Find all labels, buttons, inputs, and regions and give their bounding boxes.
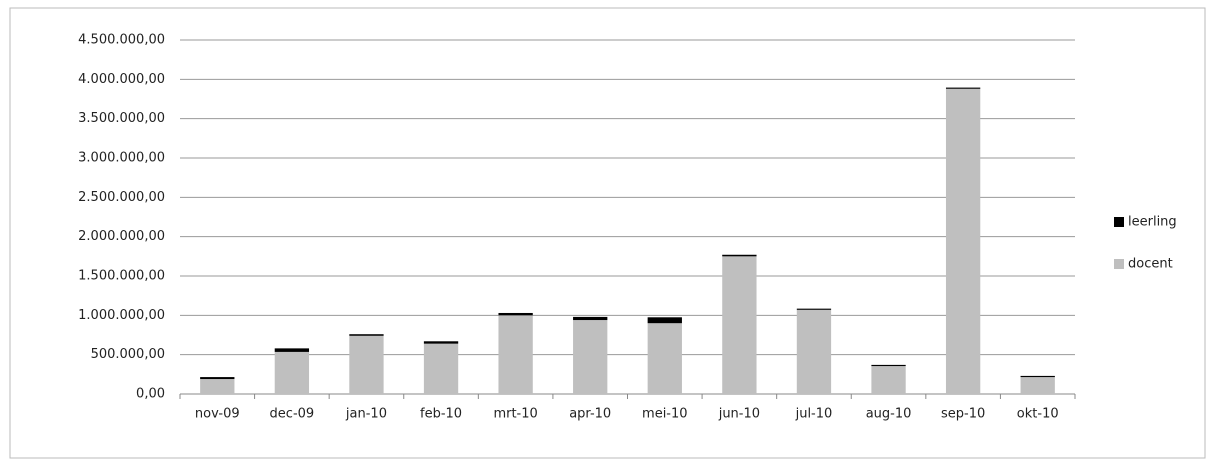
bar-segment [423,341,459,344]
x-tick-label: aug-10 [866,407,912,422]
x-tick-label: sep-10 [941,407,985,422]
x-tick-label: jun-10 [718,407,760,422]
y-tick-label: 2.500.000,00 [78,190,165,205]
y-tick-label: 1.000.000,00 [78,308,165,323]
bar-segment [274,351,310,394]
bar-segment [1020,375,1055,378]
x-tick-label: dec-09 [270,407,315,422]
y-tick-label: 3.000.000,00 [78,151,165,166]
bar-segment [647,317,682,324]
bar-segment [423,343,459,394]
x-tick-label: okt-10 [1017,407,1059,422]
bar-segment [871,366,906,394]
bar-segment [349,334,384,336]
x-tick-label: mei-10 [642,407,688,422]
bar-segment [722,254,757,257]
legend-swatch [1114,259,1124,269]
y-tick-label: 4.000.000,00 [78,72,165,87]
y-tick-label: 1.500.000,00 [78,269,165,284]
x-tick-label: mrt-10 [493,407,537,422]
bar-segment [349,335,384,394]
bar-segment [796,309,832,394]
bar-segment [1020,377,1055,394]
bar-segment [498,315,533,394]
x-tick-label: nov-09 [195,407,240,422]
y-tick-label: 4.500.000,00 [78,33,165,48]
bar-segment [647,323,682,394]
bar-segment [722,256,757,394]
bar-segment [200,379,235,394]
legend-label: docent [1128,257,1173,272]
bar-segment [573,316,608,321]
bar-segment [945,88,981,395]
x-tick-label: jul-10 [795,407,833,422]
bar-segment [796,308,832,310]
x-tick-label: jan-10 [345,407,387,422]
x-tick-label: apr-10 [569,407,611,422]
x-tick-label: feb-10 [420,407,462,422]
bar-segment [573,320,608,394]
y-tick-label: 2.000.000,00 [78,229,165,244]
bar-segment [200,377,235,380]
y-tick-label: 3.500.000,00 [78,111,165,126]
y-tick-label: 500.000,00 [91,347,165,362]
legend-swatch [1114,217,1124,227]
y-tick-label: 0,00 [136,387,165,402]
legend-label: leerling [1128,215,1177,230]
bar-segment [498,312,533,316]
bar-segment [274,348,310,352]
bar-segment [871,364,906,367]
bar-segment [945,87,981,89]
